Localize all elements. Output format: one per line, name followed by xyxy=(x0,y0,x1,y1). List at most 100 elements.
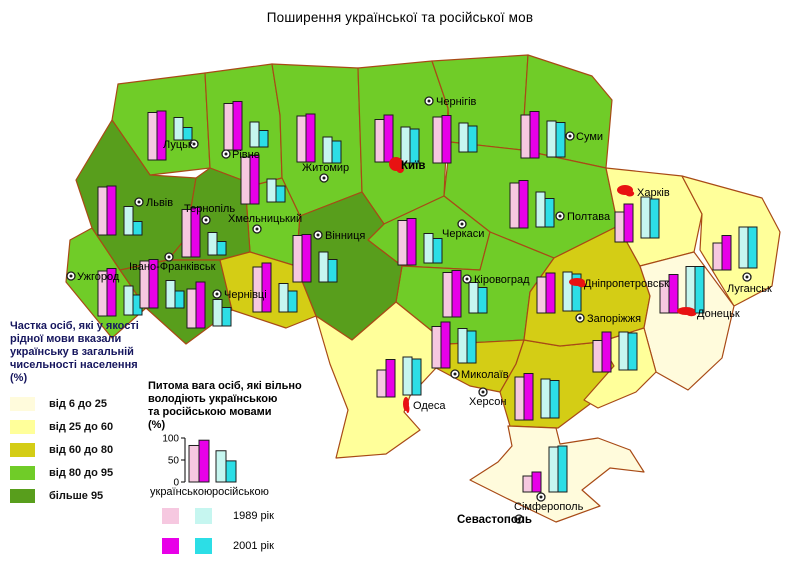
bar-rus-2001 xyxy=(627,332,638,371)
city-dot-center-icon xyxy=(316,233,320,237)
city-Полтава: Полтава xyxy=(555,211,611,223)
bar-ukr-1989 xyxy=(712,242,723,271)
bar-rus-1989 xyxy=(423,233,434,264)
city-label: Луганськ xyxy=(727,283,772,295)
city-Чернівці: Чернівці xyxy=(212,289,267,301)
bar-rus-2001 xyxy=(557,445,568,493)
city-label: Рівне xyxy=(232,149,260,161)
bar-rus-1989 xyxy=(640,196,651,239)
oblast-chart-Миколаїв xyxy=(431,321,477,369)
bar-rus-2001 xyxy=(221,307,232,327)
city-label: Ужгород xyxy=(77,271,120,283)
bar-rus-2001 xyxy=(327,259,338,283)
bar-rus-1989 xyxy=(400,126,411,164)
bar-rus-2001 xyxy=(287,290,298,313)
city-label: Донецьк xyxy=(697,308,740,320)
city-dot-center-icon xyxy=(215,292,219,296)
city-label: Сімферополь xyxy=(514,501,584,513)
city-Чернігів: Чернігів xyxy=(424,96,477,108)
bar-rus-2001 xyxy=(182,127,193,141)
page-title: Поширення української та російської мов xyxy=(266,10,534,25)
city-dot-center-icon xyxy=(460,222,464,226)
city-label: Вінниця xyxy=(325,230,365,242)
year-label: 2001 рік xyxy=(233,540,274,552)
oblast-chart-Чернівці xyxy=(186,281,232,329)
city-label: Кіровоград xyxy=(474,274,530,286)
bar-ukr-2001 xyxy=(531,471,542,493)
bar-rus-1989 xyxy=(123,206,134,236)
year-swatch-cyan xyxy=(195,538,212,554)
legend-native-row-1: від 25 до 60 xyxy=(10,419,152,435)
bar-rus-2001 xyxy=(174,290,185,309)
city-dot-center-icon xyxy=(578,316,582,320)
bar-ukr-1989 xyxy=(374,119,385,163)
oblast-chart-Сімферополь xyxy=(522,445,568,493)
bar-rus-2001 xyxy=(331,140,342,164)
bar-ukr-1989 xyxy=(181,209,192,258)
bar-ukr-1989 xyxy=(520,114,531,159)
oblast-chart-Суми xyxy=(520,111,566,159)
bar-ukr-2001 xyxy=(451,270,462,318)
city-Тернопіль: Тернопіль xyxy=(184,203,235,225)
bar-rus-2001 xyxy=(467,125,478,153)
city-dot-center-icon xyxy=(517,517,521,521)
city-label: Луцьк xyxy=(163,139,193,151)
bar-rus-2001 xyxy=(409,128,420,164)
bar-rus-1989 xyxy=(546,120,557,158)
urban-area-icon-2 xyxy=(396,164,405,174)
legend-native-label: від 6 до 25 xyxy=(49,398,108,410)
city-dot-center-icon xyxy=(427,99,431,103)
legend-fluency: Питома вага осіб, які вільно володіють у… xyxy=(148,380,323,575)
urban-area-icon-2 xyxy=(625,190,635,197)
bar-ukr-1989 xyxy=(522,475,533,493)
bar-rus-1989 xyxy=(685,266,696,314)
city-label: Черкаси xyxy=(442,228,484,240)
legend-year-row-0: 1989 рік xyxy=(162,508,274,524)
legend-swatch-darkGreen xyxy=(10,489,35,503)
legend-native-title: Частка осіб, які у якості рідної мови вк… xyxy=(10,320,139,384)
bar-ukr-2001 xyxy=(518,180,529,229)
bar-rus-1989 xyxy=(173,117,184,141)
bar-ukr-2001 xyxy=(301,234,312,283)
legend-native-language: Частка осіб, які у якості рідної мови вк… xyxy=(10,320,152,511)
city-label: Житомир xyxy=(302,162,349,174)
city-label: Запоріжжя xyxy=(587,313,641,325)
axis-label-ukrainian: українською xyxy=(150,486,213,498)
city-label: Дніпропетровськ xyxy=(584,278,669,290)
oblast-chart-Луганськ xyxy=(712,226,758,271)
bar-rus-2001 xyxy=(132,221,143,236)
city-Сімферополь: Сімферополь xyxy=(514,492,584,513)
oblast-chart-Полтава xyxy=(509,180,555,229)
city-Донецьк: Донецьк xyxy=(677,307,740,320)
bar-ukr-2001 xyxy=(148,259,159,309)
city-dot-center-icon xyxy=(167,255,171,259)
urban-area-icon-2 xyxy=(577,282,587,288)
city-dot-center-icon xyxy=(558,214,562,218)
bar-ukr-1989 xyxy=(514,376,525,421)
city-label: Миколаїв xyxy=(461,369,509,381)
bar-rus-1989 xyxy=(212,299,223,327)
bar-ukr-2001 xyxy=(190,207,201,258)
city-label: Одеса xyxy=(413,400,446,412)
city-Житомир: Житомир xyxy=(302,162,349,183)
oblast-chart-Львів xyxy=(97,185,143,236)
city-Луцьк: Луцьк xyxy=(163,139,199,151)
bar-rus-2001 xyxy=(571,273,582,312)
sample-bar-rus-2001 xyxy=(225,460,237,483)
city-Миколаїв: Миколаїв xyxy=(450,369,509,381)
bar-rus-2001 xyxy=(694,266,705,314)
bar-rus-1989 xyxy=(266,178,277,203)
legend-sample-chart: 0 50 100 xyxy=(162,434,237,489)
bar-rus-1989 xyxy=(318,251,329,283)
city-Запоріжжя: Запоріжжя xyxy=(575,313,641,325)
city-Одеса: Одеса xyxy=(403,397,446,414)
bar-rus-2001 xyxy=(477,287,488,314)
year-swatch-pink xyxy=(162,508,179,524)
city-dot-center-icon xyxy=(539,495,543,499)
bar-ukr-1989 xyxy=(509,182,520,229)
bar-rus-1989 xyxy=(207,232,218,256)
bar-ukr-1989 xyxy=(376,369,387,398)
bar-ukr-2001 xyxy=(406,218,417,266)
legend-native-label: від 60 до 80 xyxy=(49,444,114,456)
